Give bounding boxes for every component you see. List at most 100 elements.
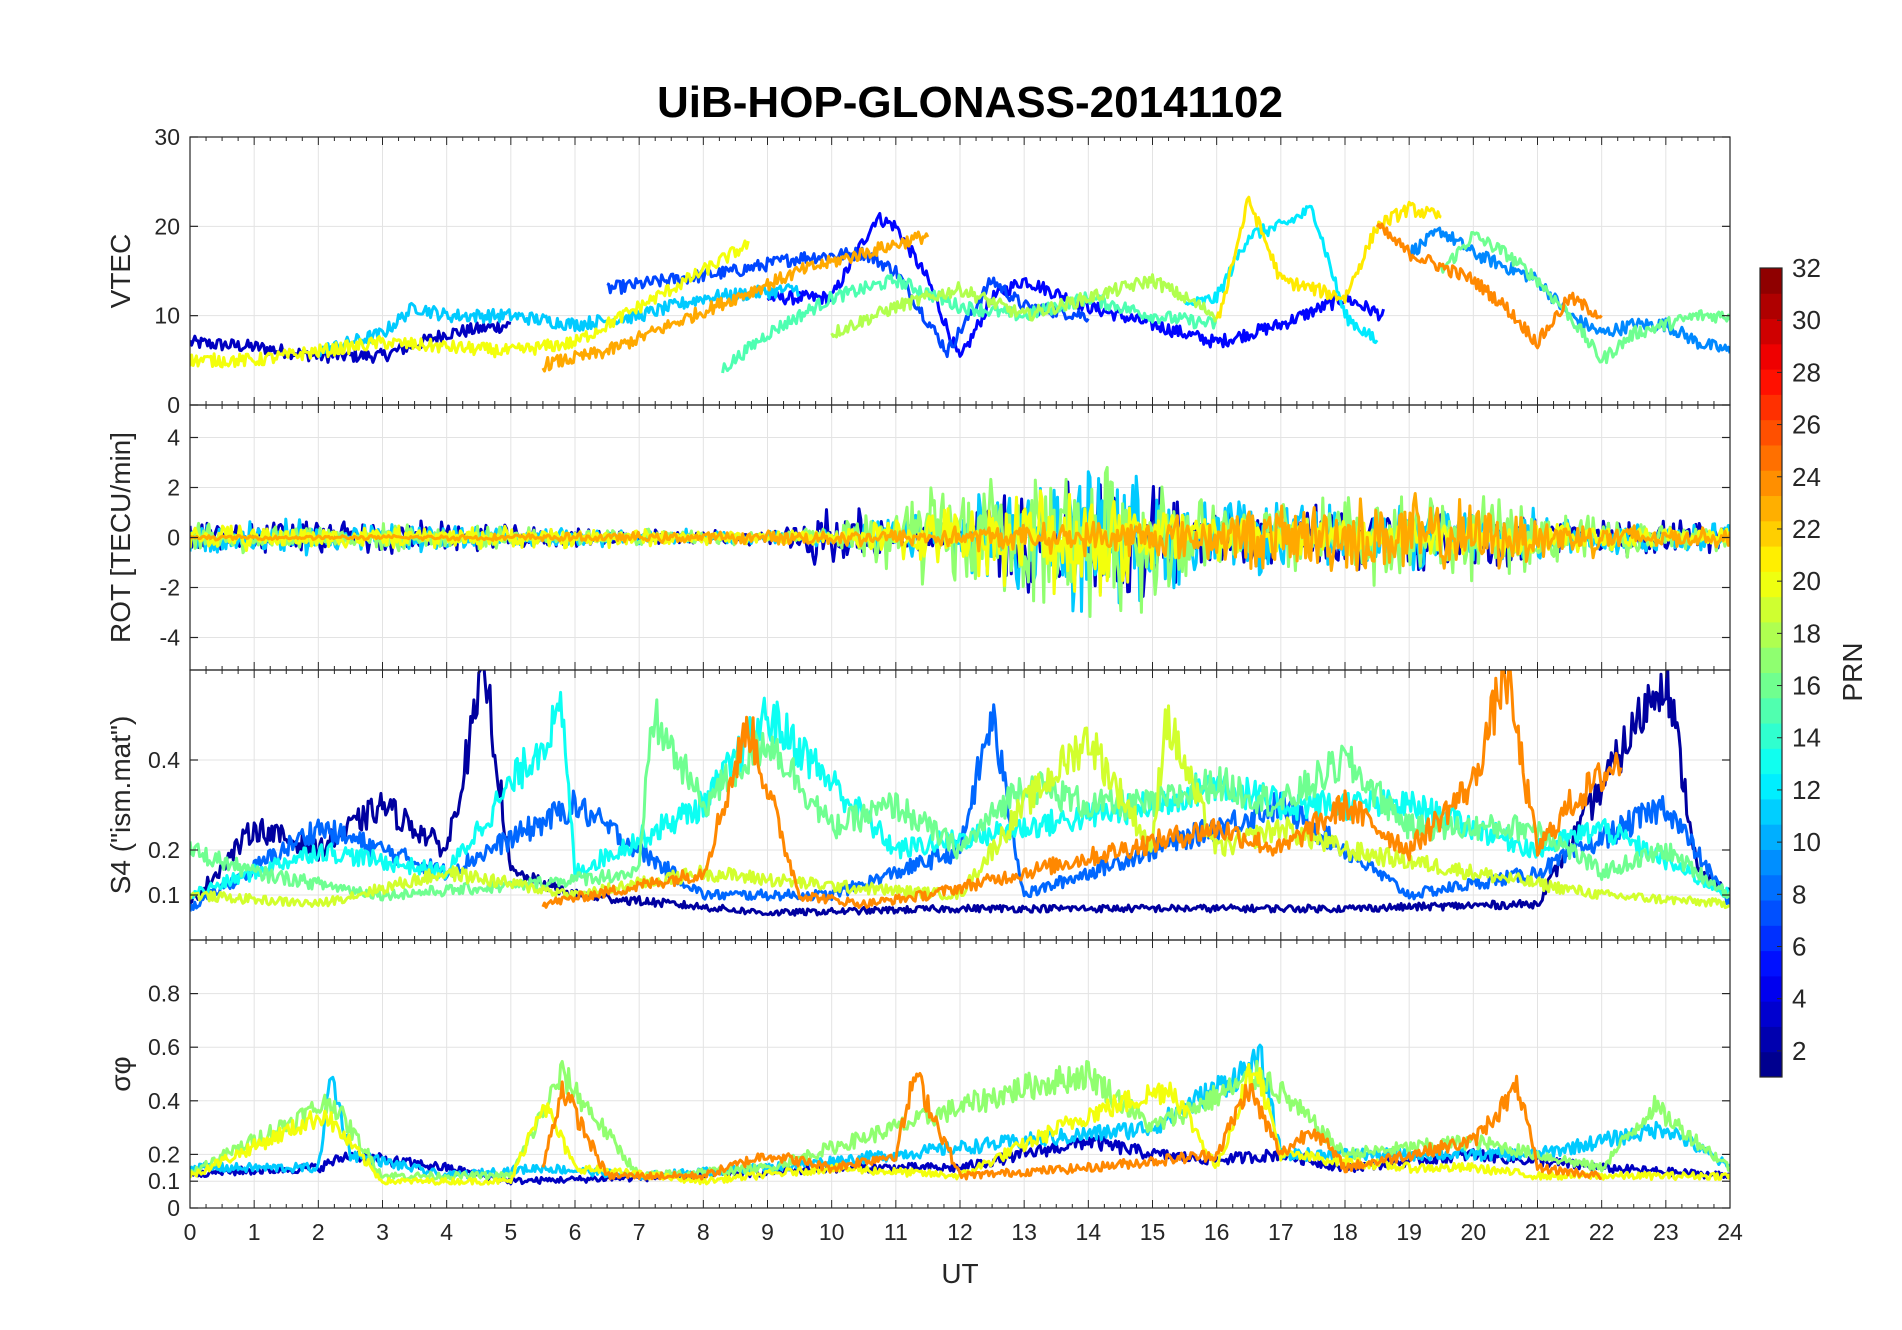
colorbar-level bbox=[1760, 318, 1782, 345]
colorbar-level bbox=[1760, 900, 1782, 926]
x-tick-label: 6 bbox=[569, 1219, 582, 1245]
colorbar-level bbox=[1760, 824, 1782, 850]
y-tick-label: 2 bbox=[167, 475, 180, 501]
colorbar-tick-label: 12 bbox=[1792, 775, 1821, 805]
y-tick-label: 0 bbox=[167, 1195, 180, 1221]
colorbar-level bbox=[1760, 621, 1782, 648]
colorbar-level bbox=[1760, 419, 1782, 446]
y-axis-label-s4: S4 ("ism.mat") bbox=[105, 716, 136, 895]
x-tick-label: 15 bbox=[1140, 1219, 1166, 1245]
colorbar-level bbox=[1760, 293, 1782, 320]
series-prn-3 bbox=[190, 320, 512, 364]
x-tick-label: 12 bbox=[947, 1219, 973, 1245]
colorbar-tick-label: 6 bbox=[1792, 932, 1806, 962]
panel-vtec: 0 10 20 30 VTEC bbox=[105, 124, 1731, 418]
y-tick-label: 20 bbox=[154, 213, 180, 239]
series-prn-24 bbox=[541, 670, 1623, 909]
x-tick-label: 4 bbox=[440, 1219, 453, 1245]
panel-rot: -4 -2 0 2 4 ROT [TECU/min] bbox=[105, 404, 1731, 671]
colorbar-level bbox=[1760, 874, 1782, 901]
x-tick-label: 23 bbox=[1653, 1219, 1679, 1245]
y-axis-label-vtec: VTEC bbox=[105, 234, 136, 309]
x-tick-label: 3 bbox=[376, 1219, 389, 1245]
series-group-sigma_phi bbox=[190, 1043, 1730, 1186]
colorbar-level bbox=[1760, 520, 1782, 547]
x-tick-label: 8 bbox=[697, 1219, 710, 1245]
x-tick-label: 24 bbox=[1717, 1219, 1743, 1245]
y-tick-label: -4 bbox=[160, 625, 181, 651]
colorbar-level bbox=[1760, 975, 1782, 1002]
colorbar-tick-label: 16 bbox=[1792, 671, 1821, 701]
colorbar-tick-label: 20 bbox=[1792, 566, 1821, 596]
colorbar-level bbox=[1760, 470, 1782, 497]
x-tick-label: 0 bbox=[184, 1219, 197, 1245]
y-tick-label: 30 bbox=[154, 124, 180, 150]
x-tick-label: 22 bbox=[1589, 1219, 1615, 1245]
y-tick-label: 0.4 bbox=[148, 1088, 180, 1114]
series-group-s4 bbox=[190, 670, 1730, 917]
colorbar-level bbox=[1760, 672, 1782, 699]
colorbar-level bbox=[1760, 1051, 1782, 1078]
x-tick-label: 13 bbox=[1011, 1219, 1037, 1245]
colorbar-level bbox=[1760, 773, 1782, 800]
y-tick-label: 0 bbox=[167, 392, 180, 418]
grid-s4 bbox=[189, 670, 1731, 940]
colorbar-level bbox=[1760, 1001, 1782, 1027]
series-prn-16 bbox=[1439, 231, 1730, 365]
y-axis-label-sigma_phi: σφ bbox=[105, 1056, 136, 1091]
grid-vtec bbox=[189, 136, 1731, 406]
colorbar-level bbox=[1760, 571, 1782, 598]
x-tick-label: 11 bbox=[884, 1219, 908, 1245]
x-axis-label: UT bbox=[941, 1258, 978, 1289]
y-tick-label: 0.2 bbox=[148, 837, 180, 863]
colorbar-level bbox=[1760, 596, 1782, 623]
series-group-vtec bbox=[190, 195, 1730, 374]
series-prn-24 bbox=[541, 1071, 1603, 1181]
colorbar-tick-label: 8 bbox=[1792, 879, 1806, 909]
colorbar-tick-label: 24 bbox=[1792, 462, 1821, 492]
colorbar-level bbox=[1760, 369, 1782, 395]
colorbar-level bbox=[1760, 495, 1782, 522]
y-tick-label: 0.1 bbox=[148, 1168, 180, 1194]
colorbar-label: PRN bbox=[1837, 642, 1868, 701]
series-group-rot bbox=[190, 465, 1730, 618]
colorbar-tick-label: 26 bbox=[1792, 410, 1821, 440]
y-tick-label: 0.2 bbox=[148, 1141, 180, 1167]
x-tick-label: 17 bbox=[1268, 1219, 1294, 1245]
colorbar-level bbox=[1760, 950, 1782, 977]
colorbar-level bbox=[1760, 849, 1782, 876]
x-tick-label: 10 bbox=[819, 1219, 845, 1245]
series-prn-2 bbox=[190, 670, 1730, 917]
colorbar-level bbox=[1760, 798, 1782, 825]
y-tick-label: 0.1 bbox=[148, 882, 180, 908]
colorbar-level bbox=[1760, 343, 1782, 370]
series-prn-9 bbox=[1407, 226, 1730, 354]
x-tick-label: 9 bbox=[761, 1219, 774, 1245]
colorbar-level bbox=[1760, 394, 1782, 421]
x-tick-label: 7 bbox=[633, 1219, 646, 1245]
colorbar-level bbox=[1760, 723, 1782, 749]
series-prn-20 bbox=[190, 239, 750, 369]
colorbar-level bbox=[1760, 925, 1782, 952]
y-tick-label: 0.8 bbox=[148, 981, 180, 1007]
colorbar-level bbox=[1760, 444, 1782, 471]
y-axis-label-rot: ROT [TECU/min] bbox=[105, 432, 136, 643]
y-tick-label: 0.6 bbox=[148, 1034, 180, 1060]
colorbar-tick-label: 32 bbox=[1792, 253, 1821, 283]
colorbar-tick-label: 18 bbox=[1792, 618, 1821, 648]
colorbar-level bbox=[1760, 697, 1782, 724]
series-prn-15 bbox=[721, 273, 1218, 374]
series-prn-18 bbox=[830, 273, 1219, 339]
x-tick-label: 16 bbox=[1204, 1219, 1230, 1245]
y-tick-label: 4 bbox=[167, 425, 180, 451]
colorbar-tick-label: 22 bbox=[1792, 514, 1821, 544]
series-prn-23 bbox=[541, 230, 930, 373]
x-tick-label: 19 bbox=[1396, 1219, 1422, 1245]
x-tick-label: 1 bbox=[248, 1219, 261, 1245]
x-tick-label: 21 bbox=[1525, 1219, 1551, 1245]
x-tick-label: 5 bbox=[504, 1219, 517, 1245]
series-prn-21 bbox=[1215, 195, 1442, 319]
